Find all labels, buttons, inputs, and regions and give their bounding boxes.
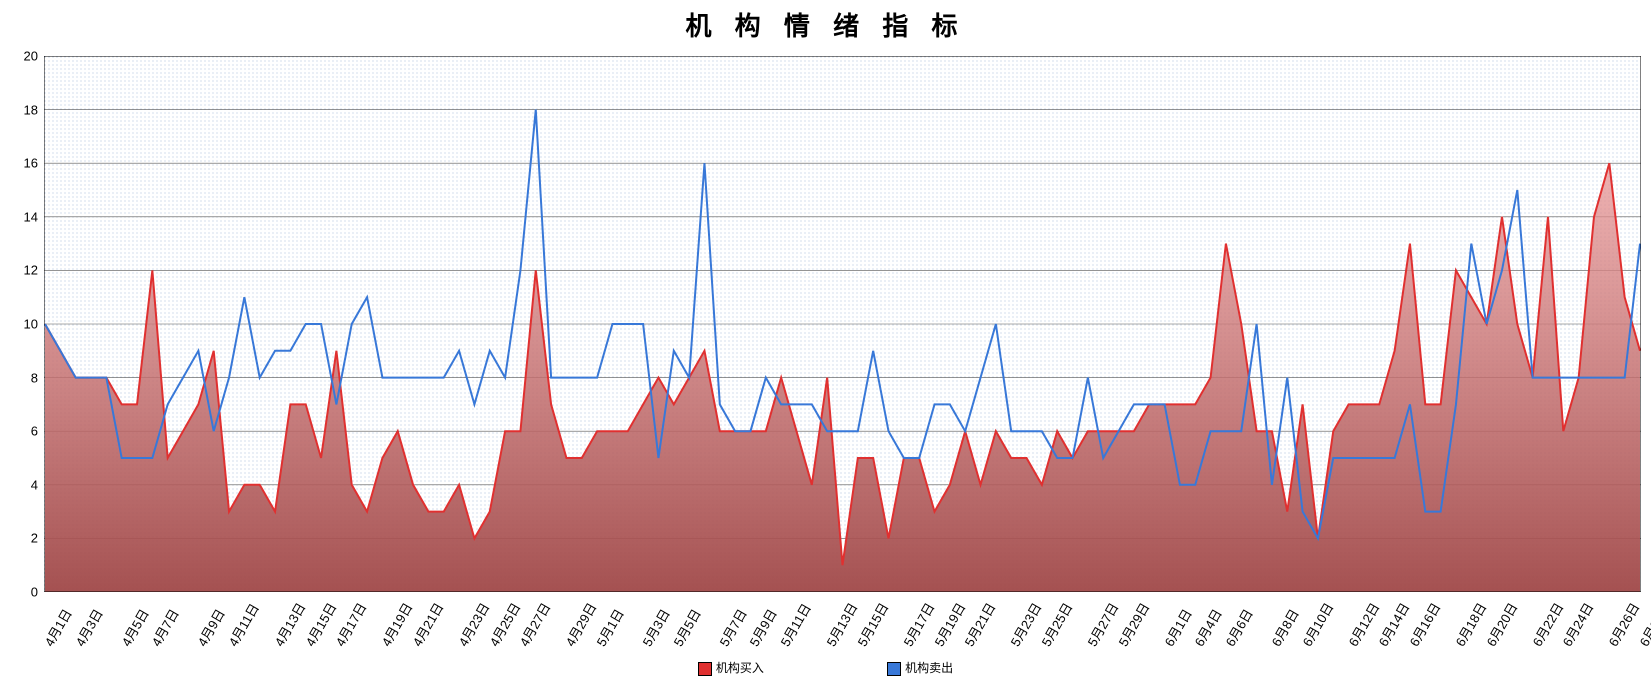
x-tick-label: 6月8日 xyxy=(1266,605,1303,650)
y-tick-label: 18 xyxy=(24,102,38,117)
chart-legend: 机构买入 机构卖出 xyxy=(0,659,1651,676)
y-tick-label: 0 xyxy=(31,585,38,600)
x-tick-label: 6月6日 xyxy=(1220,605,1257,650)
y-tick-label: 20 xyxy=(24,49,38,64)
x-tick-label: 5月11日 xyxy=(775,600,815,650)
y-tick-label: 4 xyxy=(31,477,38,492)
x-tick-label: 4月9日 xyxy=(192,605,229,650)
y-tick-label: 14 xyxy=(24,209,38,224)
x-tick-label: 6月1日 xyxy=(1159,605,1196,650)
x-tick-label: 5月7日 xyxy=(714,605,751,650)
legend-sell: 机构卖出 xyxy=(887,659,953,676)
y-tick-label: 12 xyxy=(24,263,38,278)
x-tick-label: 6月10日 xyxy=(1297,599,1337,650)
x-tick-label: 5月5日 xyxy=(668,605,705,650)
x-axis-labels: 4月1日4月3日4月5日4月7日4月9日4月11日4月13日4月15日4月17日… xyxy=(44,600,1641,648)
y-axis-labels: 02468101214161820 xyxy=(0,56,44,592)
x-tick-label: 4月5日 xyxy=(116,605,153,650)
sentiment-chart xyxy=(44,56,1641,592)
chart-title: 机 构 情 绪 指 标 xyxy=(0,0,1651,43)
x-tick-label: 5月9日 xyxy=(744,605,781,650)
y-tick-label: 10 xyxy=(24,317,38,332)
y-tick-label: 8 xyxy=(31,370,38,385)
x-tick-label: 6月4日 xyxy=(1189,605,1226,650)
x-tick-label: 5月3日 xyxy=(637,605,674,650)
y-tick-label: 16 xyxy=(24,156,38,171)
x-tick-label: 4月3日 xyxy=(70,605,107,650)
legend-buy: 机构买入 xyxy=(698,659,764,676)
x-tick-label: 4月7日 xyxy=(146,605,183,650)
x-tick-label: 4月11日 xyxy=(223,600,263,650)
y-tick-label: 6 xyxy=(31,424,38,439)
y-tick-label: 2 xyxy=(31,531,38,546)
x-tick-label: 4月1日 xyxy=(39,605,76,650)
